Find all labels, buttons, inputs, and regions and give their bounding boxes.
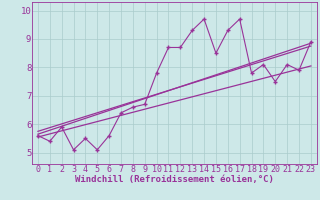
X-axis label: Windchill (Refroidissement éolien,°C): Windchill (Refroidissement éolien,°C) [75, 175, 274, 184]
